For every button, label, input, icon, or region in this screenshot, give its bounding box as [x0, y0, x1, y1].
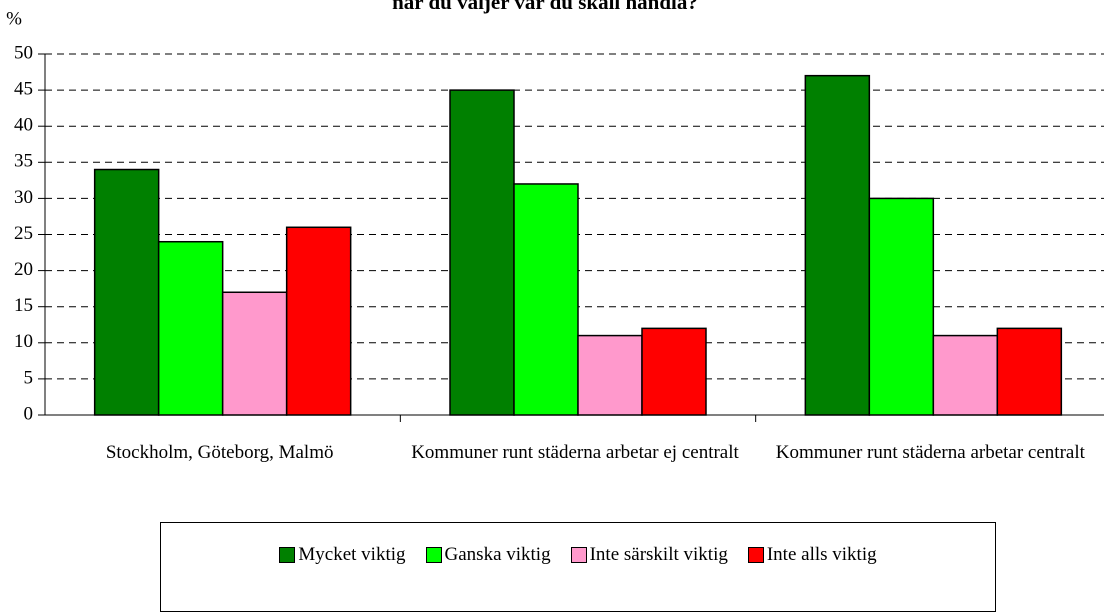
x-tick-label: Kommuner runt städerna arbetar centralt	[775, 442, 1085, 463]
y-tick-label: 50	[14, 42, 33, 63]
y-tick-label: 5	[24, 367, 34, 388]
y-tick-label: 20	[14, 259, 33, 280]
legend-label: Inte särskilt viktig	[589, 544, 728, 565]
legend-swatch	[279, 547, 296, 563]
legend-label: Mycket viktig	[298, 544, 406, 565]
bar	[868, 197, 935, 416]
legend-swatch	[570, 547, 587, 563]
y-tick-label: 10	[14, 331, 33, 352]
bar	[285, 226, 352, 416]
legend-item: Inte särskilt viktig	[570, 544, 728, 566]
y-tick-label: 30	[14, 187, 33, 208]
legend-item: Ganska viktig	[425, 544, 551, 566]
x-tick-label: Kommuner runt städerna arbetar ej centra…	[411, 442, 739, 463]
y-tick-label: 40	[14, 115, 33, 136]
legend-item: Inte alls viktig	[747, 544, 877, 566]
bar	[577, 334, 643, 416]
legend-item: Mycket viktig	[279, 544, 406, 566]
chart-title: när du väljer var du skall handla?	[392, 0, 698, 14]
bar	[221, 291, 288, 416]
legend: Mycket viktig Ganska viktig Inte särskilt …	[160, 522, 996, 612]
y-tick-label: 45	[14, 78, 33, 99]
bar	[93, 168, 160, 416]
legend-swatch	[425, 547, 442, 563]
x-tick-label: Stockholm, Göteborg, Malmö	[105, 442, 334, 463]
bar	[157, 240, 224, 416]
bar	[932, 334, 999, 416]
bar	[449, 89, 515, 416]
y-tick-label: 0	[24, 403, 34, 424]
legend-label: Ganska viktig	[444, 544, 551, 565]
y-tick-label: 35	[14, 151, 33, 172]
bar	[804, 74, 871, 416]
bar	[996, 327, 1063, 416]
bar	[641, 327, 707, 416]
y-axis-label: %	[6, 8, 22, 29]
legend-label: Inte alls viktig	[766, 544, 877, 565]
bar	[513, 183, 579, 416]
page: {"chart_data": {"type": "bar", "title": …	[6, 0, 1104, 612]
legend-swatch	[747, 547, 764, 563]
chart: när du väljer var du skall handla? % 0 5 1…	[6, 0, 1104, 424]
y-tick-label: 15	[14, 295, 33, 316]
y-tick-label: 25	[14, 223, 33, 244]
